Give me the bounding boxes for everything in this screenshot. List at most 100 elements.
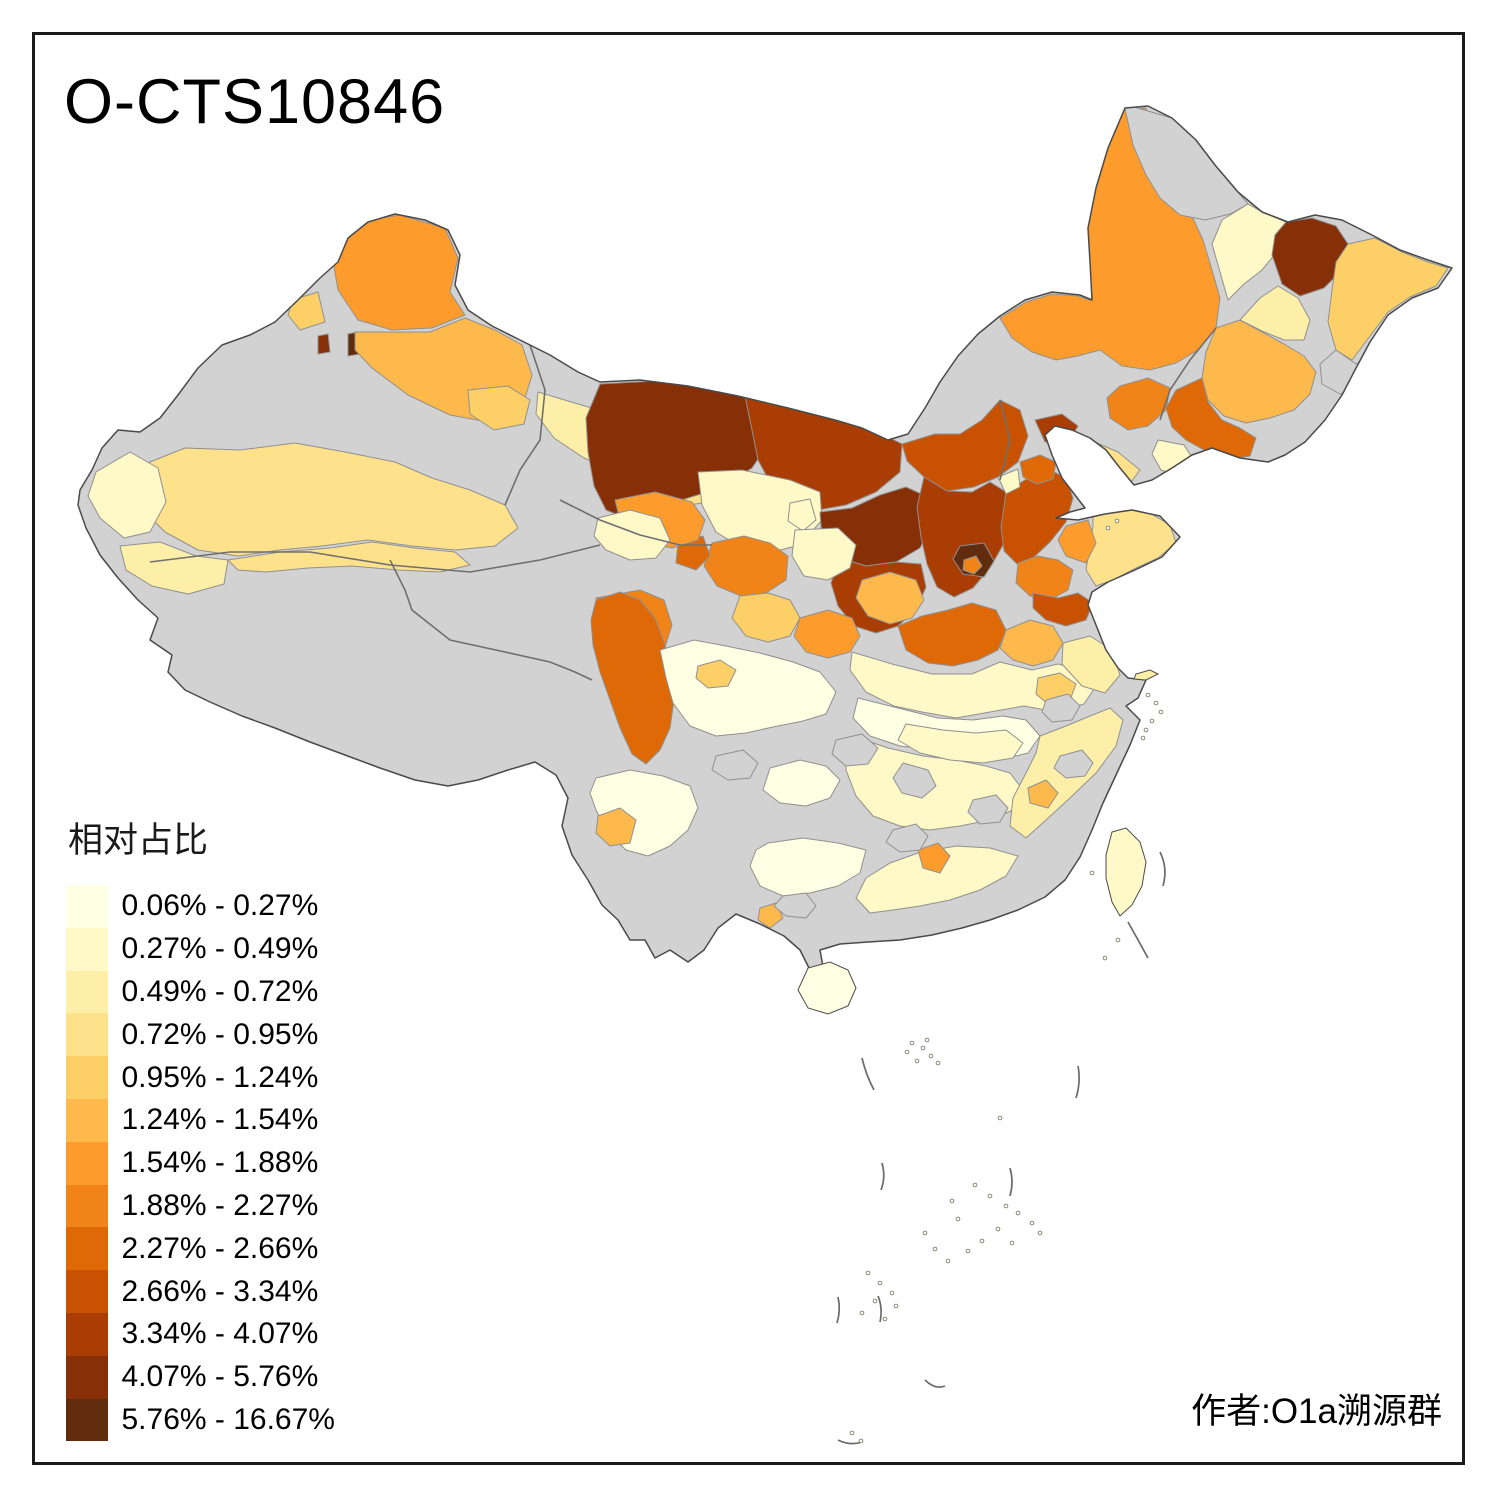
legend-label: 1.24% - 1.54% <box>121 1103 319 1137</box>
map-region <box>1239 285 1311 341</box>
legend-swatch <box>66 1098 108 1142</box>
islet-speck <box>1102 955 1108 961</box>
islet-speck <box>914 1058 920 1064</box>
islet-speck <box>979 1238 985 1244</box>
legend-item: 0.95% - 1.24% <box>66 1056 335 1099</box>
islet-speck <box>1003 1203 1009 1209</box>
map-region <box>595 807 637 847</box>
islet-speck <box>935 1060 941 1066</box>
legend-swatch <box>66 1184 108 1228</box>
legend-item: 1.88% - 2.27% <box>66 1184 335 1228</box>
province-border <box>149 544 601 573</box>
legend-label: 0.27% - 0.49% <box>121 932 319 966</box>
map-region <box>967 794 1009 825</box>
islet-speck <box>877 1280 883 1286</box>
legend-swatch <box>66 970 108 1014</box>
boundary-dash <box>1075 1065 1080 1099</box>
islet-speck <box>920 1045 926 1051</box>
islet-speck <box>987 1193 993 1199</box>
map-region <box>855 571 925 625</box>
boundary-dash <box>837 1439 863 1445</box>
map-region <box>590 591 675 765</box>
province-border <box>389 559 593 681</box>
islet-speck <box>945 1258 951 1264</box>
legend-label: 0.49% - 0.72% <box>121 974 319 1008</box>
legend-item: 0.49% - 0.72% <box>66 970 335 1014</box>
map-region <box>791 527 857 581</box>
islet-speck <box>889 1290 895 1296</box>
map-region <box>731 592 801 643</box>
islet-speck <box>1029 1220 1035 1226</box>
legend-item: 1.24% - 1.54% <box>66 1098 335 1142</box>
map-region <box>897 723 1024 764</box>
page-title: O-CTS10846 <box>64 67 446 137</box>
islet-speck <box>1037 1230 1043 1236</box>
legend: 相对占比 0.06% - 0.27% 0.27% - 0.49% 0.49% - 0… <box>66 812 335 1442</box>
islet-speck <box>882 1316 888 1322</box>
island-hainan <box>797 961 857 1015</box>
islet-speck <box>997 1115 1003 1121</box>
map-region <box>892 762 937 799</box>
province-border <box>1159 327 1217 421</box>
islet-speck <box>893 1303 899 1309</box>
map-region <box>703 535 789 597</box>
map-region <box>131 442 519 557</box>
map-region <box>317 333 331 355</box>
legend-swatch <box>66 1355 108 1399</box>
map-region <box>1032 592 1094 627</box>
islet-speck <box>909 1040 915 1046</box>
islet-speck <box>904 1049 910 1055</box>
map-region <box>757 902 784 929</box>
map-region <box>1057 519 1097 564</box>
map-region <box>787 498 817 532</box>
map-region <box>119 541 229 595</box>
legend-item: 1.54% - 1.88% <box>66 1141 335 1185</box>
map-region <box>1019 454 1057 485</box>
map-region <box>1015 555 1074 601</box>
legend-swatch <box>66 1013 108 1057</box>
map-region <box>849 651 1097 719</box>
islet-speck <box>949 1198 955 1204</box>
islet-speck <box>1153 700 1159 706</box>
map-region <box>695 659 737 689</box>
map-region <box>855 845 1019 914</box>
islet-speck <box>1105 525 1111 531</box>
islet-speck <box>1115 937 1121 943</box>
map-region <box>917 842 951 874</box>
legend-rows: 0.06% - 0.27% 0.27% - 0.49% 0.49% - 0.72% 0… <box>66 885 335 1442</box>
islet-speck <box>1145 692 1151 698</box>
legend-swatch <box>66 1227 108 1271</box>
island-chongming <box>1133 669 1160 681</box>
islet-speck <box>1158 709 1164 715</box>
legend-swatch <box>66 1398 108 1442</box>
province-border <box>559 499 712 546</box>
province-border <box>504 344 546 506</box>
legend-item: 2.66% - 3.34% <box>66 1270 335 1313</box>
legend-label: 2.66% - 3.34% <box>121 1274 319 1308</box>
legend-swatch <box>66 927 108 971</box>
islet-speck <box>849 1430 855 1436</box>
islet-speck <box>922 1230 928 1236</box>
legend-item: 3.34% - 4.07% <box>66 1312 335 1356</box>
boundary-dash <box>1127 921 1149 959</box>
islet-speck <box>924 1037 930 1043</box>
legend-label: 5.76% - 16.67% <box>121 1402 335 1436</box>
legend-label: 0.95% - 1.24% <box>121 1060 319 1094</box>
legend-swatch <box>66 885 108 928</box>
map-region <box>1327 237 1449 361</box>
islet-speck <box>1143 727 1149 733</box>
legend-swatch <box>66 1312 108 1356</box>
map-region <box>773 892 817 919</box>
islet-speck <box>872 1298 878 1304</box>
map-region <box>87 451 167 539</box>
legend-item: 5.76% - 16.67% <box>66 1398 335 1442</box>
map-region <box>762 759 841 807</box>
islet-speck <box>1089 870 1095 876</box>
map-region <box>1053 749 1094 779</box>
legend-swatch <box>66 1056 108 1099</box>
map-region <box>999 619 1064 667</box>
map-region <box>1271 217 1349 297</box>
boundary-dash <box>836 1296 841 1324</box>
islet-speck <box>1009 1240 1015 1246</box>
